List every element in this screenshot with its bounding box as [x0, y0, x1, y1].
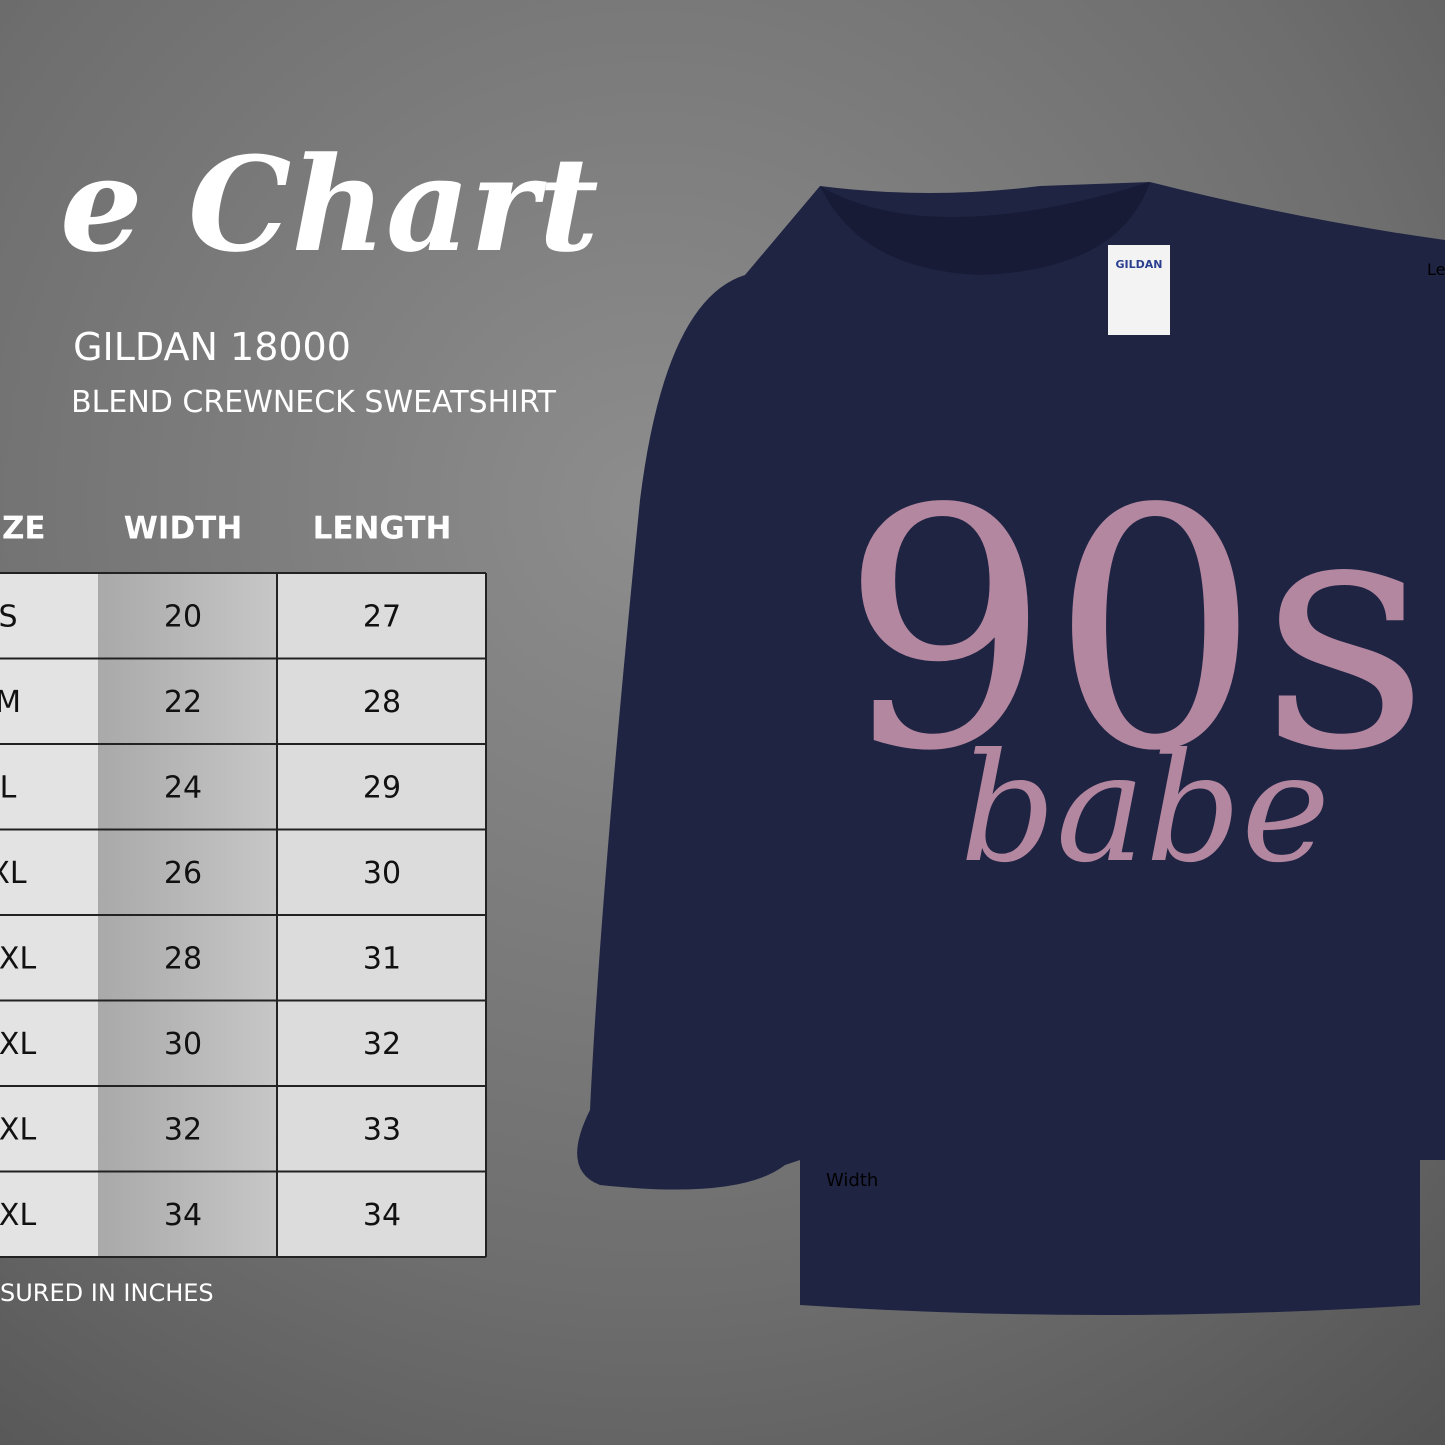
cell-value: 32: [164, 1112, 202, 1147]
cell-size: 4XL: [0, 1112, 36, 1147]
sweatshirt-body: [577, 182, 1445, 1315]
cell-value: 29: [363, 770, 401, 805]
cell-size: 2XL: [0, 941, 36, 976]
size-table: IZE WIDTH LENGTH S 20 27 M 22 28 L 24 29 XL 26 30 2XL 28…: [0, 511, 487, 1258]
title: e Chart: [60, 128, 599, 281]
cell-value: 28: [363, 685, 401, 720]
tag: [1108, 245, 1170, 335]
tag-text: GILDAN: [1116, 258, 1163, 271]
cell-value: 27: [363, 599, 401, 634]
length-label: Le: [1427, 260, 1445, 279]
cell-value: 20: [164, 599, 202, 634]
cell-value: 28: [164, 941, 202, 976]
cell-size: M: [0, 685, 21, 720]
footnote: SURED IN INCHES: [0, 1279, 214, 1307]
design-babe: babe: [960, 722, 1330, 896]
column-header: IZE: [0, 511, 46, 547]
cell-value: 26: [164, 856, 202, 891]
cell-size: XL: [0, 856, 27, 891]
product-name: BLEND CREWNECK SWEATSHIRT: [71, 385, 557, 420]
cell-value: 34: [363, 1198, 401, 1233]
cell-size: 3XL: [0, 1027, 36, 1062]
column-header: WIDTH: [124, 511, 243, 547]
cell-value: 31: [363, 941, 401, 976]
collar: [820, 182, 1150, 275]
cell-value: 22: [164, 685, 202, 720]
cell-value: 33: [363, 1112, 401, 1147]
cell-value: 32: [363, 1027, 401, 1062]
design-90s: 90s: [840, 439, 1429, 823]
cell-size: S: [0, 599, 18, 634]
width-label: Width: [826, 1170, 878, 1191]
cell-value: 24: [164, 770, 202, 805]
cell-size: L: [0, 770, 17, 805]
cell-size: 5XL: [0, 1198, 36, 1233]
sweatshirt: GILDAN 90s babe Width Le: [577, 182, 1445, 1315]
model: GILDAN 18000: [73, 325, 351, 369]
cell-value: 30: [164, 1027, 202, 1062]
cell-value: 34: [164, 1198, 202, 1233]
cell-value: 30: [363, 856, 401, 891]
column-header: LENGTH: [313, 511, 452, 547]
